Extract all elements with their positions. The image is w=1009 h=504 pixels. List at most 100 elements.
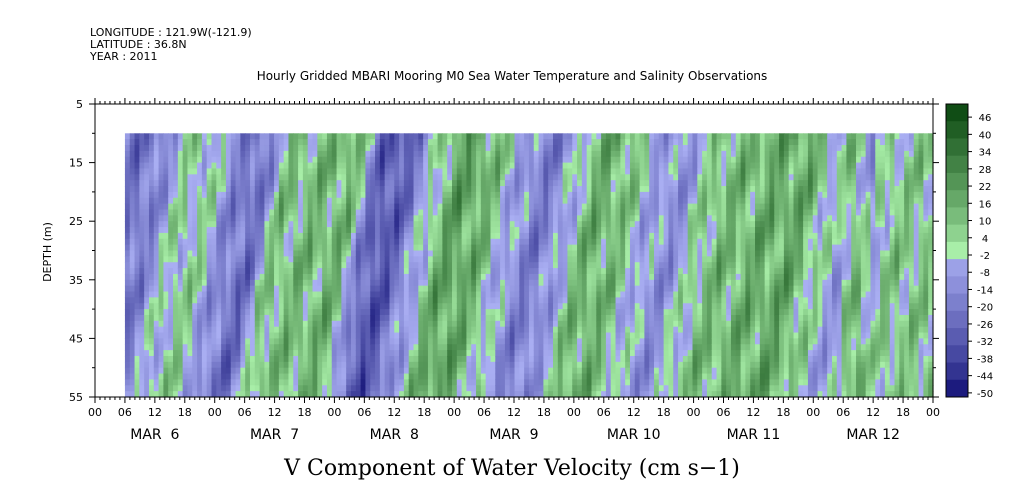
heatmap-cell <box>586 320 593 328</box>
heatmap-cell <box>610 209 617 216</box>
heatmap-cell <box>235 227 241 234</box>
heatmap-cell <box>533 174 540 181</box>
heatmap-cell <box>423 379 429 386</box>
heatmap-cell <box>389 391 395 398</box>
heatmap-cell <box>192 186 198 193</box>
heatmap-cell <box>461 367 468 375</box>
heatmap-cell <box>307 238 314 246</box>
heatmap-cell <box>490 373 496 381</box>
heatmap-cell <box>442 361 448 369</box>
heatmap-cell <box>288 344 294 351</box>
heatmap-cell <box>240 273 246 281</box>
heatmap-cell <box>591 191 597 199</box>
heatmap-cell <box>634 191 641 199</box>
heatmap-cell <box>403 350 410 357</box>
heatmap-cell <box>471 268 477 275</box>
heatmap-cell <box>201 309 208 316</box>
heatmap-cell <box>466 238 472 246</box>
heatmap-cell <box>524 373 530 381</box>
heatmap-cell <box>480 344 487 351</box>
heatmap-cell <box>216 262 222 269</box>
heatmap-cell <box>312 268 318 275</box>
heatmap-cell <box>644 268 650 275</box>
heatmap-cell <box>317 332 323 339</box>
heatmap-cell <box>144 162 150 170</box>
heatmap-cell <box>375 303 381 310</box>
heatmap-cell <box>187 338 193 345</box>
heatmap-cell <box>447 350 453 357</box>
heatmap-cell <box>230 203 237 211</box>
heatmap-cell <box>615 250 621 257</box>
heatmap-cell <box>586 303 593 310</box>
heatmap-cell <box>557 150 564 158</box>
heatmap-cell <box>601 250 607 257</box>
heatmap-cell <box>360 314 367 322</box>
heatmap-cell <box>148 303 155 310</box>
heatmap-cell <box>201 361 208 369</box>
heatmap-cell <box>553 197 559 205</box>
heatmap-cell <box>500 139 506 146</box>
heatmap-cell <box>480 250 487 257</box>
heatmap-cell <box>336 215 342 222</box>
heatmap-cell <box>596 203 602 211</box>
heatmap-cell <box>394 162 400 170</box>
heatmap-cell <box>514 338 520 345</box>
heatmap-cell <box>591 262 597 269</box>
heatmap-cell <box>596 309 602 316</box>
heatmap-cell <box>490 209 496 216</box>
heatmap-cell <box>548 256 554 263</box>
heatmap-cell <box>615 133 621 140</box>
heatmap-cell <box>605 297 612 304</box>
heatmap-cell <box>461 285 468 293</box>
heatmap-cell <box>139 133 145 140</box>
heatmap-cell <box>394 215 400 222</box>
heatmap-cell <box>634 250 641 257</box>
heatmap-cell <box>389 156 395 164</box>
heatmap-cell <box>427 285 434 293</box>
heatmap-cell <box>452 314 458 322</box>
heatmap-cell <box>317 244 323 252</box>
heatmap-cell <box>355 209 362 216</box>
heatmap-cell <box>249 367 256 375</box>
heatmap-cell <box>302 215 309 222</box>
heatmap-cell <box>375 150 381 158</box>
heatmap-cell <box>293 385 299 392</box>
heatmap-cell <box>274 379 280 386</box>
heatmap-cell <box>452 309 458 316</box>
heatmap-cell <box>302 244 309 252</box>
heatmap-cell <box>572 133 578 140</box>
heatmap-cell <box>562 262 569 269</box>
heatmap-cell <box>298 203 304 211</box>
heatmap-cell <box>254 215 261 222</box>
heatmap-cell <box>153 244 160 252</box>
heatmap-cell <box>548 191 554 199</box>
heatmap-cell <box>129 221 136 228</box>
heatmap-cell <box>514 162 520 170</box>
heatmap-cell <box>509 174 516 181</box>
heatmap-cell <box>249 180 256 187</box>
heatmap-cell <box>389 145 395 152</box>
heatmap-cell <box>336 309 342 316</box>
heatmap-cell <box>567 162 573 170</box>
heatmap-cell <box>577 332 583 339</box>
heatmap-cell <box>519 379 525 386</box>
heatmap-cell <box>644 139 650 146</box>
heatmap-cell <box>341 314 347 322</box>
heatmap-cell <box>447 221 453 228</box>
heatmap-cell <box>461 203 468 211</box>
heatmap-cell <box>519 385 525 392</box>
heatmap-cell <box>173 227 179 234</box>
heatmap-cell <box>249 133 256 140</box>
heatmap-cell <box>399 227 405 234</box>
heatmap-cell <box>591 186 597 193</box>
heatmap-cell <box>581 273 588 281</box>
heatmap-cell <box>620 180 626 187</box>
heatmap-cell <box>288 268 294 275</box>
heatmap-cell <box>461 303 468 310</box>
heatmap-cell <box>471 379 477 386</box>
heatmap-cell <box>124 168 131 175</box>
heatmap-cell <box>543 262 549 269</box>
heatmap-cell <box>452 168 458 175</box>
heatmap-cell <box>158 268 165 275</box>
heatmap-cell <box>654 133 660 140</box>
